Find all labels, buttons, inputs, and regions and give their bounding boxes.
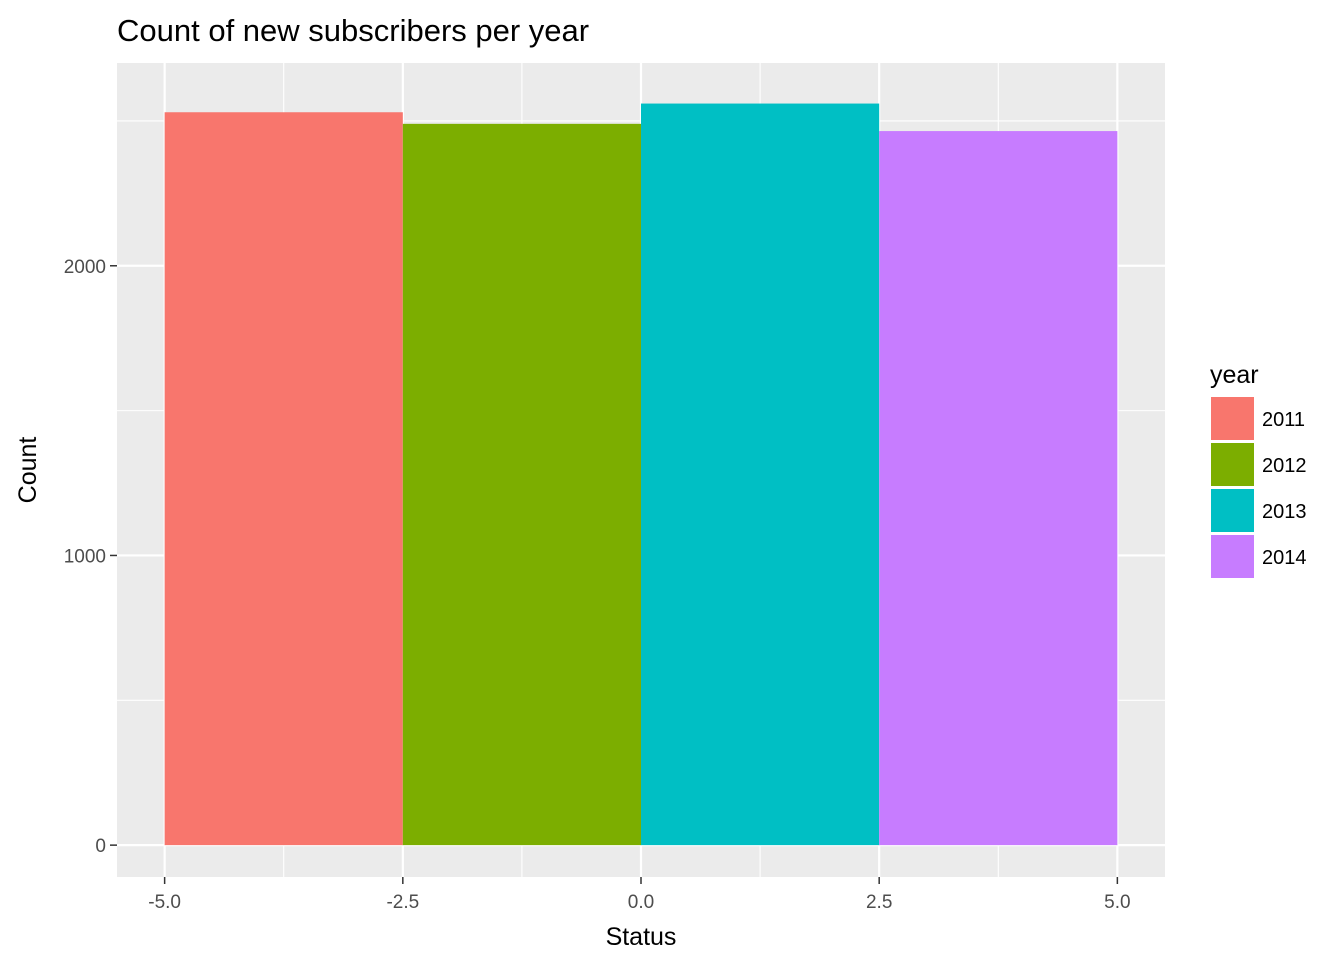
legend-key-2011	[1211, 397, 1254, 440]
y-axis: 0 1000 2000	[64, 257, 117, 857]
x-axis-title: Status	[606, 923, 677, 951]
y-tick-label: 0	[95, 836, 106, 857]
y-tick-label: 1000	[64, 546, 106, 567]
legend-key-2012	[1211, 443, 1254, 486]
bar-2012	[402, 123, 641, 846]
legend-label-2012: 2012	[1262, 455, 1307, 477]
bar-2013	[641, 103, 880, 846]
x-tick-label: -2.5	[386, 892, 419, 913]
chart-title: Count of new subscribers per year	[117, 13, 589, 48]
legend-key-2014	[1211, 535, 1254, 578]
x-axis: -5.0 -2.5 0.0 2.5 5.0	[148, 877, 1131, 913]
x-tick-label: -5.0	[148, 892, 181, 913]
bar-2014	[879, 131, 1118, 846]
bar-2011	[164, 112, 403, 846]
legend-label-2011: 2011	[1262, 409, 1305, 431]
legend-label-2013: 2013	[1262, 501, 1307, 523]
y-tick-label: 2000	[64, 257, 106, 278]
x-tick-label: 2.5	[866, 892, 892, 913]
legend-title: year	[1210, 361, 1259, 389]
legend: year 2011 2012 2013 2014	[1210, 361, 1307, 578]
x-tick-label: 0.0	[628, 892, 654, 913]
x-tick-label: 5.0	[1104, 892, 1130, 913]
legend-key-2013	[1211, 489, 1254, 532]
legend-label-2014: 2014	[1262, 547, 1307, 569]
bars	[164, 103, 1118, 846]
y-axis-title: Count	[14, 437, 42, 504]
